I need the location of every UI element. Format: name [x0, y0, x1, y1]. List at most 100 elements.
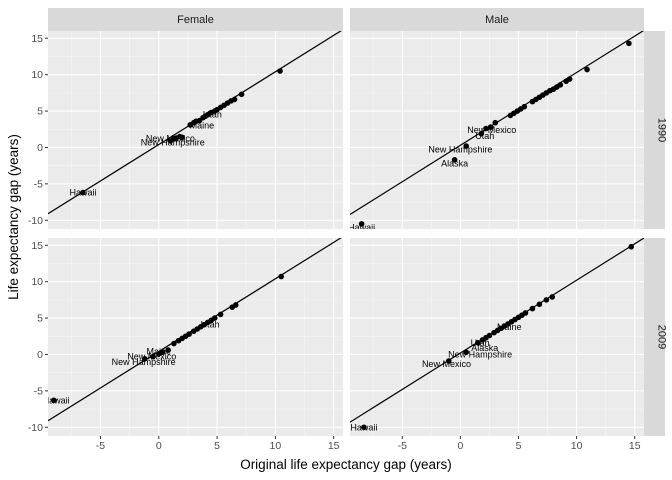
row-strip-label: 1990	[656, 118, 668, 142]
panel-background	[350, 238, 644, 436]
data-point	[463, 349, 470, 356]
y-tick-label: 10	[31, 69, 43, 81]
data-point	[165, 347, 171, 353]
data-point	[475, 340, 481, 346]
point-label: Hawaii	[350, 422, 377, 432]
x-axis-title: Original life expectancy gap (years)	[240, 457, 452, 472]
data-point	[211, 315, 218, 321]
data-point	[478, 130, 485, 137]
y-tick-label: -10	[28, 215, 43, 227]
data-point	[529, 305, 536, 312]
data-point	[543, 297, 550, 303]
point-label: Alaska	[441, 158, 468, 168]
x-tick-label: 0	[156, 440, 162, 452]
y-tick-label: 0	[37, 349, 43, 361]
point-label: Hawaii	[348, 223, 375, 233]
y-tick-label: 10	[31, 276, 43, 288]
x-tick-label: 10	[571, 440, 583, 452]
point-label: Hawaii	[43, 395, 70, 405]
x-tick-label: -5	[398, 440, 407, 452]
strips-layer: Female Male 1990 2009	[48, 8, 668, 436]
data-point	[179, 134, 185, 141]
column-strip-label: Male	[485, 14, 509, 26]
data-point	[141, 356, 148, 362]
data-point	[278, 273, 285, 280]
data-point	[486, 332, 493, 339]
y-tick-label: 15	[31, 33, 43, 45]
data-point	[521, 103, 528, 110]
column-strip	[350, 8, 644, 31]
data-point	[150, 353, 156, 360]
point-label: Utah	[201, 320, 220, 330]
row-strip	[644, 238, 665, 436]
data-point	[522, 310, 529, 316]
point-label: New Hampshire	[428, 145, 492, 155]
point-label: Maine	[497, 322, 522, 332]
x-tick-label: 0	[457, 440, 463, 452]
point-label: New Hampshire	[141, 137, 205, 147]
point-label: Hawaii	[69, 188, 96, 198]
data-point	[492, 119, 499, 126]
data-point	[159, 349, 166, 356]
data-point	[51, 397, 57, 404]
y-tick-label: 5	[37, 313, 43, 325]
y-tick-label: 5	[37, 106, 43, 118]
y-tick-label: 0	[37, 142, 43, 154]
y-tick-label: -10	[28, 422, 43, 434]
point-label: New Hampshire	[112, 357, 176, 367]
point-label: Maine	[190, 121, 215, 131]
point-label: Alaska	[471, 343, 498, 353]
point-label: New Mexico	[146, 134, 195, 144]
point-label: Utah	[471, 338, 490, 348]
data-point	[445, 358, 452, 364]
data-point	[451, 157, 458, 163]
x-tick-label: -5	[96, 440, 105, 452]
row-strip-label: 2009	[656, 325, 668, 349]
data-point	[238, 91, 245, 98]
row-strip	[644, 31, 665, 229]
x-tick-label: 5	[214, 440, 220, 452]
point-label: New Mexico	[422, 359, 471, 369]
panel-background	[48, 238, 343, 436]
axes-layer: -10 -5 0 5 10 15 -10 -5 0 5 10 15 -5 0 5 10 15 -5 0 5 10 15	[28, 33, 641, 452]
data-point	[358, 221, 365, 227]
data-point	[566, 76, 573, 82]
data-point	[463, 143, 470, 149]
y-tick-label: -5	[34, 178, 43, 190]
data-point	[171, 340, 177, 347]
point-label: New Hampshire	[448, 349, 512, 359]
y-axis-title: Life expectancy gap (years)	[6, 134, 21, 300]
data-point	[487, 124, 494, 130]
point-label: New Mexico	[127, 352, 176, 362]
data-point	[361, 424, 367, 431]
point-label: Utah	[475, 131, 494, 141]
x-tick-label: 15	[629, 440, 641, 452]
x-tick-label: 5	[516, 440, 522, 452]
data-point	[483, 125, 489, 132]
data-point	[232, 302, 239, 308]
data-point	[217, 311, 224, 318]
data-point	[277, 68, 283, 74]
data-point	[80, 189, 86, 196]
data-point	[186, 331, 192, 337]
data-point	[557, 82, 564, 88]
y-tick-label: -5	[34, 385, 43, 397]
data-point	[549, 294, 555, 300]
panel-background	[350, 31, 644, 229]
x-tick-label: 15	[328, 440, 340, 452]
data-point	[536, 301, 543, 308]
data-point	[584, 66, 590, 73]
point-label: Maine	[147, 347, 172, 357]
column-strip	[48, 8, 343, 31]
x-tick-label: 10	[270, 440, 282, 452]
point-label: New Mexico	[467, 125, 516, 135]
y-tick-label: 15	[31, 240, 43, 252]
point-label: Utah	[203, 110, 222, 120]
data-point	[626, 40, 632, 47]
